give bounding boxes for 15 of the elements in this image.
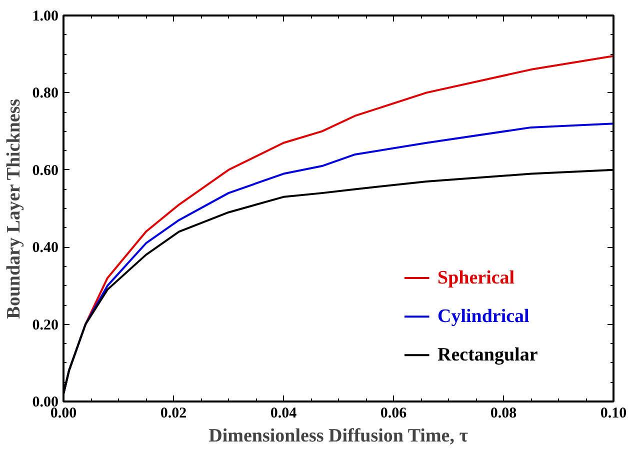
y-tick-label: 0.80 [32, 86, 58, 102]
x-tick-label: 0.08 [490, 406, 517, 422]
x-tick-label: 0.04 [270, 406, 298, 422]
x-tick-label: 0.02 [160, 406, 187, 422]
legend-label: Rectangular [438, 344, 538, 366]
y-tick-label: 0.20 [32, 317, 58, 334]
y-tick-label: 0.40 [32, 240, 58, 256]
x-tick-label: 0.10 [600, 406, 627, 422]
legend-label: Cylindrical [438, 306, 530, 328]
y-tick-label: 1.00 [32, 8, 58, 24]
x-axis-title: Dimensionless Diffusion Time, τ [208, 426, 468, 446]
legend-label: Spherical [438, 267, 515, 288]
y-tick-label: 0.60 [32, 162, 58, 179]
y-axis-title: Boundary Layer Thickness [3, 98, 24, 319]
x-tick-label: 0.06 [380, 406, 408, 422]
